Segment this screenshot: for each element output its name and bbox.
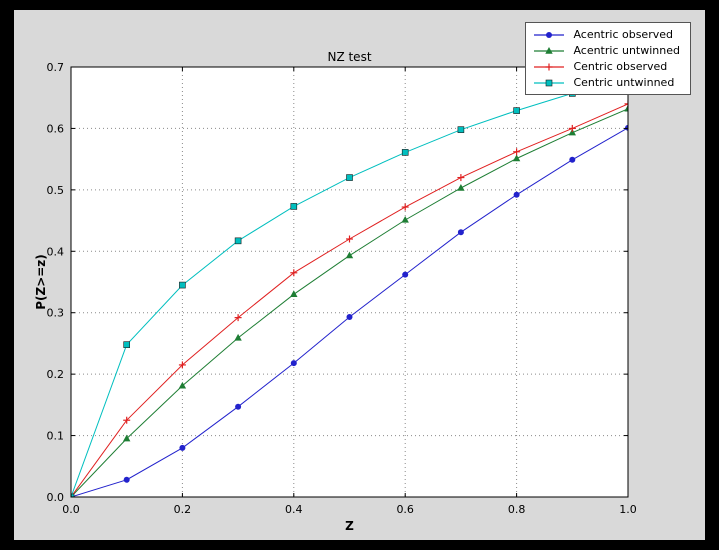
legend-item: Centric untwinned <box>533 76 680 89</box>
series-marker <box>402 271 409 278</box>
axes-frame <box>70 66 629 498</box>
x-tick-label: 0.8 <box>508 503 526 516</box>
x-axis-label: Z <box>345 519 354 533</box>
series-marker <box>178 381 187 389</box>
series-marker <box>235 403 242 410</box>
y-tick-label: 0.4 <box>47 245 65 258</box>
series-marker <box>345 251 354 259</box>
series-marker <box>457 229 464 236</box>
series-marker <box>179 444 186 451</box>
series-marker <box>234 333 242 341</box>
series-marker <box>546 31 553 38</box>
series-marker <box>513 107 520 114</box>
legend-label: Centric observed <box>573 60 668 73</box>
legend-sample-line <box>534 31 565 38</box>
figure: 0.0 0.2 0.4 0.6 0.8 1.0 0.0 0.1 0.2 0.3 0.4 0.5 0.6 0… <box>14 10 705 540</box>
x-tick-label: 0.0 <box>62 503 80 516</box>
y-axis-label: P(Z>=z) <box>34 254 48 310</box>
series-marker <box>569 156 576 163</box>
y-tick-label: 0.0 <box>47 491 65 504</box>
legend-item: Acentric untwinned <box>533 44 680 57</box>
series-marker <box>179 281 186 289</box>
legend-label: Acentric untwinned <box>573 44 680 57</box>
series-marker <box>568 128 576 136</box>
y-tick-label: 0.1 <box>47 430 65 443</box>
series-marker <box>625 124 628 131</box>
series-marker <box>123 476 130 483</box>
series-marker <box>290 360 297 367</box>
series-marker <box>513 191 520 198</box>
legend-item: Centric observed <box>533 60 680 73</box>
legend-label: Centric untwinned <box>573 76 675 89</box>
series-marker <box>512 154 521 162</box>
series-marker <box>234 237 242 245</box>
legend-sample-line <box>534 46 565 54</box>
series-marker <box>457 184 465 191</box>
y-tick-label: 0.5 <box>47 184 65 197</box>
series-marker <box>401 215 409 223</box>
series-marker <box>624 104 628 112</box>
series-marker <box>346 314 353 321</box>
y-tick-label: 0.7 <box>47 61 65 74</box>
chart-title: NZ test <box>327 50 372 64</box>
y-tick-label: 0.6 <box>47 122 65 135</box>
series-marker <box>123 434 131 442</box>
y-tick-label: 0.3 <box>47 307 65 320</box>
legend-sample-line <box>534 79 565 86</box>
legend-sample-line <box>534 63 565 70</box>
x-tick-label: 1.0 <box>619 503 637 516</box>
x-tick-label: 0.4 <box>285 503 303 516</box>
series-marker <box>546 79 553 86</box>
series-marker <box>71 493 75 497</box>
series-marker <box>346 174 353 181</box>
series-marker <box>401 149 409 156</box>
legend-item: Acentric observed <box>533 28 680 41</box>
series-marker <box>123 341 130 348</box>
plot-background <box>71 67 628 497</box>
legend: Acentric observed Acentric untwinned Centr… <box>525 22 691 95</box>
plot-canvas: 0.0 0.2 0.4 0.6 0.8 1.0 0.0 0.1 0.2 0.3 0.4 0.5 0.6 0… <box>47 61 637 516</box>
series-marker <box>545 46 554 54</box>
series-marker <box>290 290 298 297</box>
y-tick-label: 0.2 <box>47 368 65 381</box>
series-marker <box>457 126 465 133</box>
legend-label: Acentric observed <box>573 28 673 41</box>
x-tick-label: 0.2 <box>174 503 192 516</box>
series-marker <box>290 203 298 210</box>
x-tick-label: 0.6 <box>396 503 414 516</box>
